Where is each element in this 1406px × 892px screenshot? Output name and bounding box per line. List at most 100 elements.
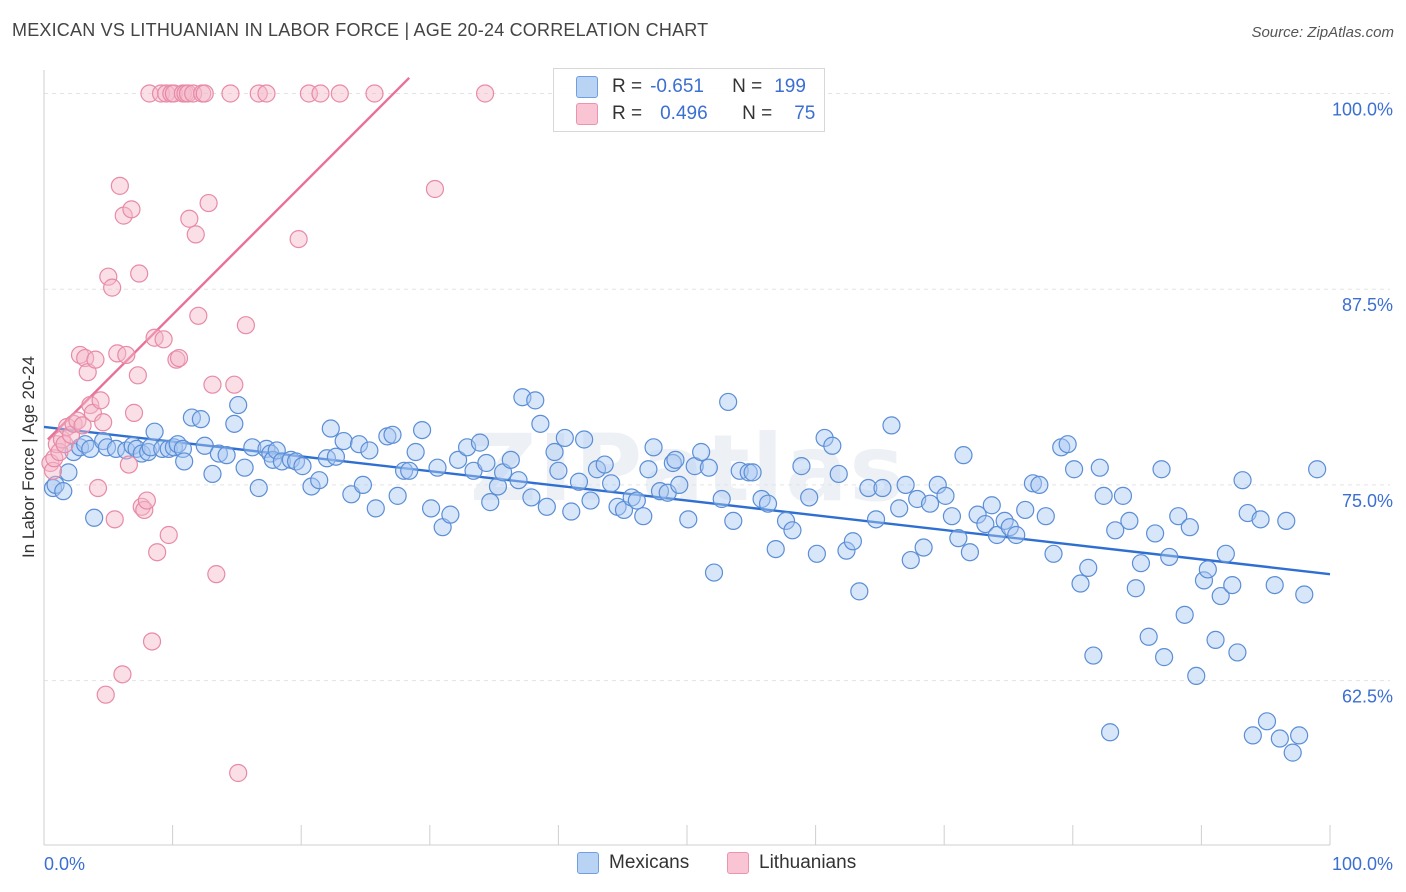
mexican-point: [406, 442, 425, 462]
mexican-point: [1175, 605, 1194, 624]
series-swatch-lithuanians: [727, 852, 749, 874]
lithuanian-point: [207, 565, 226, 584]
mexican-point: [217, 446, 236, 465]
lithuanian-point: [195, 84, 214, 103]
lithuanian-point: [203, 375, 222, 394]
mexican-point: [850, 582, 869, 601]
mexican-point: [1131, 554, 1151, 573]
mexican-point: [783, 521, 802, 540]
mexican-point: [175, 452, 194, 471]
mexican-point: [1071, 574, 1090, 593]
mexican-point: [59, 463, 78, 482]
mexican-point: [1180, 518, 1199, 537]
mexican-point: [699, 458, 718, 477]
lithuanian-point: [229, 763, 248, 783]
mexican-point: [1036, 507, 1055, 526]
mexican-point: [1277, 511, 1296, 531]
mexican-point: [1113, 486, 1133, 505]
mexican-point: [441, 505, 460, 524]
mexican-point: [383, 425, 402, 444]
mexican-point: [692, 442, 711, 462]
mexican-point: [581, 491, 600, 510]
mexican-point: [1283, 743, 1302, 762]
mexican-point: [968, 505, 987, 524]
mexican-point: [1044, 544, 1063, 563]
lithuanian-point: [88, 478, 108, 498]
mexican-point: [1120, 511, 1139, 531]
mexican-point: [366, 499, 385, 518]
mexican-point: [1216, 544, 1235, 563]
lithuanian-point: [122, 200, 141, 219]
lithuanian-point: [73, 416, 92, 435]
mexican-point: [1257, 712, 1277, 731]
mexican-point: [1243, 726, 1262, 745]
mexican-point: [272, 452, 292, 471]
lithuanian-point: [225, 375, 244, 394]
lithuanian-trend-line: [47, 76, 411, 441]
legend-r-value: -0.651: [650, 76, 704, 97]
mexican-point: [882, 416, 901, 435]
series-label-lithuanians: Lithuanians: [759, 852, 857, 873]
mexican-point: [712, 489, 731, 509]
series-legend-lithuanians: Lithuanians: [727, 852, 856, 874]
mexican-point: [1155, 648, 1174, 667]
mexican-point: [936, 486, 955, 505]
lithuanian-point: [96, 685, 115, 704]
legend-r-value: 0.496: [660, 103, 708, 124]
mexican-point: [569, 472, 589, 491]
lithuanian-point: [221, 84, 240, 103]
mexican-point: [743, 463, 762, 482]
mexican-point: [776, 511, 796, 531]
legend-swatch-mexicans: [576, 76, 598, 98]
mexican-point: [225, 414, 244, 433]
mexican-point: [890, 499, 909, 518]
mexican-point: [1094, 486, 1113, 505]
mexican-point: [263, 450, 283, 469]
mexican-point: [522, 488, 541, 507]
mexican-point: [203, 464, 222, 484]
y-axis-label: In Labor Force | Age 20-24: [19, 356, 38, 558]
mexican-point: [537, 497, 556, 516]
mexican-point: [555, 428, 574, 448]
mexican-point: [334, 431, 353, 451]
mexican-point: [1007, 525, 1026, 545]
lithuanian-point: [289, 229, 308, 249]
legend-r-label: R =: [612, 103, 643, 124]
mexican-point: [976, 514, 995, 534]
y-tick-label: 100.0%: [1332, 99, 1393, 119]
mexican-point: [1211, 586, 1230, 606]
mexican-point: [739, 463, 758, 482]
lithuanian-point: [128, 366, 147, 385]
y-tick-label: 62.5%: [1342, 687, 1393, 707]
mexican-point: [412, 421, 432, 440]
mexican-point: [1016, 500, 1035, 520]
mexican-point: [866, 510, 886, 529]
x-tick-label: 100.0%: [1332, 854, 1393, 874]
mexican-point: [145, 422, 164, 441]
mexican-point: [97, 438, 117, 457]
lithuanian-point: [365, 84, 384, 103]
mexican-point: [1160, 547, 1179, 567]
lithuanian-point: [124, 403, 144, 422]
mexican-point: [920, 494, 940, 513]
mexican-point: [949, 529, 968, 548]
mexican-point: [859, 478, 878, 498]
mexican-point: [293, 457, 312, 476]
x-tick-label: 0.0%: [44, 854, 85, 874]
mexican-point: [800, 488, 819, 507]
mexican-point: [132, 444, 151, 463]
lithuanian-point: [475, 84, 495, 103]
legend-n-label: N =: [742, 103, 773, 124]
legend-n-value: 199: [774, 76, 806, 97]
mexican-point: [829, 464, 848, 484]
mexican-point: [326, 447, 346, 466]
lithuanian-point: [236, 316, 256, 335]
mexican-point: [644, 438, 663, 457]
mexican-point: [1169, 507, 1188, 526]
mexican-point: [1251, 510, 1270, 529]
lithuanian-point: [110, 176, 129, 195]
lithuanian-point: [137, 491, 156, 510]
lithuanian-point: [154, 330, 173, 349]
mexican-point: [321, 419, 340, 438]
mexican-point: [54, 482, 73, 501]
